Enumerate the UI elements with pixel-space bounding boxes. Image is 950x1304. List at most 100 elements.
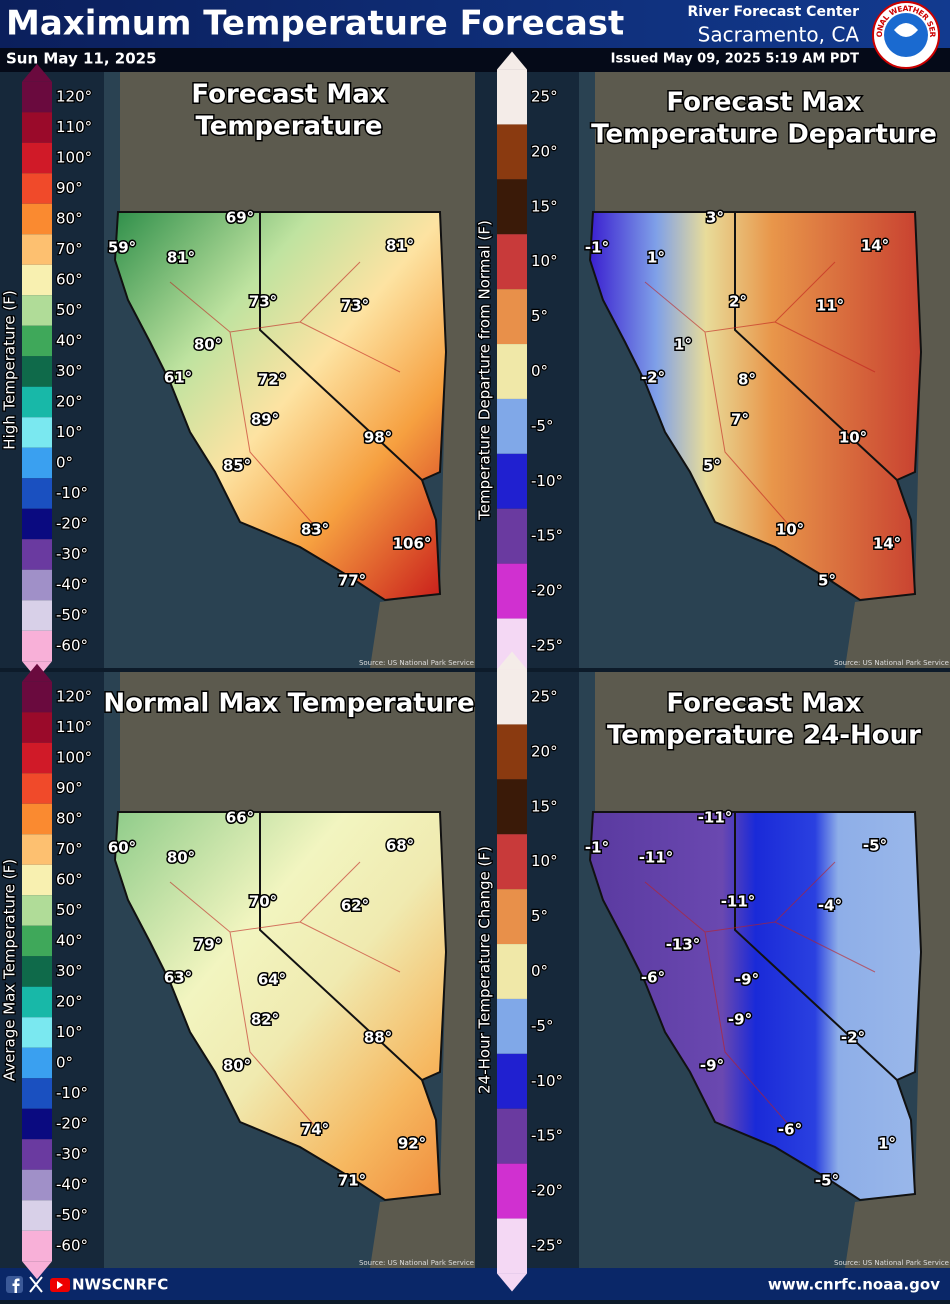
colorbar-band xyxy=(497,453,527,509)
temperature-label: -5° xyxy=(863,837,887,855)
colorbar-tick-label: 100° xyxy=(56,149,92,167)
colorbar-band xyxy=(497,234,527,290)
colorbar-band xyxy=(22,600,52,631)
colorbar-tick-label: -50° xyxy=(56,606,88,624)
colorbar-tick-label: 70° xyxy=(56,240,83,258)
temperature-label: 5° xyxy=(818,572,836,590)
footer-band xyxy=(0,1268,950,1300)
colorbar-band xyxy=(22,447,52,479)
social-icons xyxy=(6,1276,70,1293)
colorbar-tick-label: -40° xyxy=(56,1176,88,1194)
temperature-label: -11° xyxy=(639,849,674,867)
colorbar-band xyxy=(22,539,52,570)
temperature-label: 61° xyxy=(164,369,192,387)
colorbar-band xyxy=(22,417,52,448)
colorbar-label: 24-Hour Temperature Change (F) xyxy=(476,846,494,1094)
temperature-label: 79° xyxy=(194,936,222,954)
temperature-label: 72° xyxy=(258,371,286,389)
colorbar-cap xyxy=(497,1273,527,1292)
colorbar-label: Temperature Departure from Normal (F) xyxy=(476,220,494,521)
temperature-label: 73° xyxy=(249,293,277,311)
panel-title: Temperature 24-Hour xyxy=(607,721,921,751)
colorbar-cap xyxy=(22,663,52,682)
colorbar-band xyxy=(22,81,52,113)
colorbar-tick-label: 80° xyxy=(56,210,83,228)
colorbar-tick-label: 120° xyxy=(56,688,92,706)
colorbar-band xyxy=(22,203,52,235)
source-note: Source: US National Park Service xyxy=(359,659,474,667)
colorbar-tick-label: -15° xyxy=(531,527,563,545)
colorbar-tick-label: 70° xyxy=(56,840,83,858)
colorbar-band xyxy=(497,889,527,945)
colorbar-tick-label: 5° xyxy=(531,307,548,325)
panel-title: Forecast Max xyxy=(191,80,386,110)
date-strip xyxy=(0,48,950,72)
temperature-label: 74° xyxy=(301,1121,329,1139)
colorbar-tick-label: -60° xyxy=(56,637,88,655)
temperature-label: -11° xyxy=(698,809,733,827)
source-note: Source: US National Park Service xyxy=(834,1259,949,1267)
temperature-label: 80° xyxy=(167,849,195,867)
colorbar-band xyxy=(22,773,52,804)
state-area xyxy=(590,212,921,600)
colorbar-band xyxy=(22,1139,52,1170)
colorbar-band xyxy=(497,124,527,180)
colorbar-tick-label: -20° xyxy=(531,582,563,600)
colorbar-tick-label: -20° xyxy=(531,1182,563,1200)
colorbar-tick-label: 0° xyxy=(56,454,73,472)
colorbar-band xyxy=(22,803,52,835)
state-area xyxy=(115,212,446,600)
panel-title: Forecast Max xyxy=(666,88,861,118)
temperature-label: -13° xyxy=(666,936,701,954)
colorbar-band xyxy=(497,344,527,399)
colorbar-tick-label: 80° xyxy=(56,810,83,828)
colorbar-band xyxy=(497,1218,527,1274)
colorbar-tick-label: 20° xyxy=(56,393,83,411)
temperature-label: 64° xyxy=(258,971,286,989)
temperature-label: 70° xyxy=(249,893,277,911)
temperature-label: 1° xyxy=(674,336,692,354)
colorbar-band xyxy=(22,112,52,143)
colorbar-band xyxy=(22,386,52,418)
colorbar-band xyxy=(497,944,527,999)
temperature-label: 10° xyxy=(839,429,867,447)
temperature-label: -6° xyxy=(778,1121,802,1139)
colorbar-band xyxy=(22,142,52,174)
temperature-label: -9° xyxy=(735,971,759,989)
colorbar-tick-label: -5° xyxy=(531,417,553,435)
colorbar-tick-label: -60° xyxy=(56,1237,88,1255)
colorbar-cap xyxy=(497,651,527,670)
colorbar-band xyxy=(497,398,527,454)
roads xyxy=(644,861,876,1133)
colorbar-band xyxy=(22,234,52,265)
temperature-label: 8° xyxy=(738,371,756,389)
colorbar-tick-label: 15° xyxy=(531,197,558,215)
colorbar-tick-label: 20° xyxy=(531,742,558,760)
colorbar-band xyxy=(22,925,52,957)
state-area xyxy=(590,812,921,1200)
colorbar-tick-label: 0° xyxy=(56,1054,73,1072)
temperature-label: 89° xyxy=(251,411,279,429)
colorbar-band xyxy=(22,834,52,865)
colorbar-band xyxy=(22,1169,52,1201)
state-area xyxy=(115,812,446,1200)
colorbar-band xyxy=(497,508,527,564)
colorbar-tick-label: -5° xyxy=(531,1017,553,1035)
colorbar-band xyxy=(22,864,52,896)
colorbar-tick-label: 20° xyxy=(56,993,83,1011)
temperature-label: 106° xyxy=(393,535,432,553)
colorbar-tick-label: -30° xyxy=(56,545,88,563)
colorbar-tick-label: 40° xyxy=(56,932,83,950)
temperature-label: 92° xyxy=(398,1135,426,1153)
temperature-label: 2° xyxy=(729,293,747,311)
roads xyxy=(169,261,401,533)
colorbar-band xyxy=(22,478,52,509)
temperature-label: 83° xyxy=(301,521,329,539)
temperature-label: -4° xyxy=(818,897,842,915)
state-border xyxy=(588,811,923,1202)
temperature-label: 80° xyxy=(223,1057,251,1075)
temperature-label: 85° xyxy=(223,457,251,475)
state-border xyxy=(113,811,448,1202)
colorbar-band xyxy=(22,356,52,387)
